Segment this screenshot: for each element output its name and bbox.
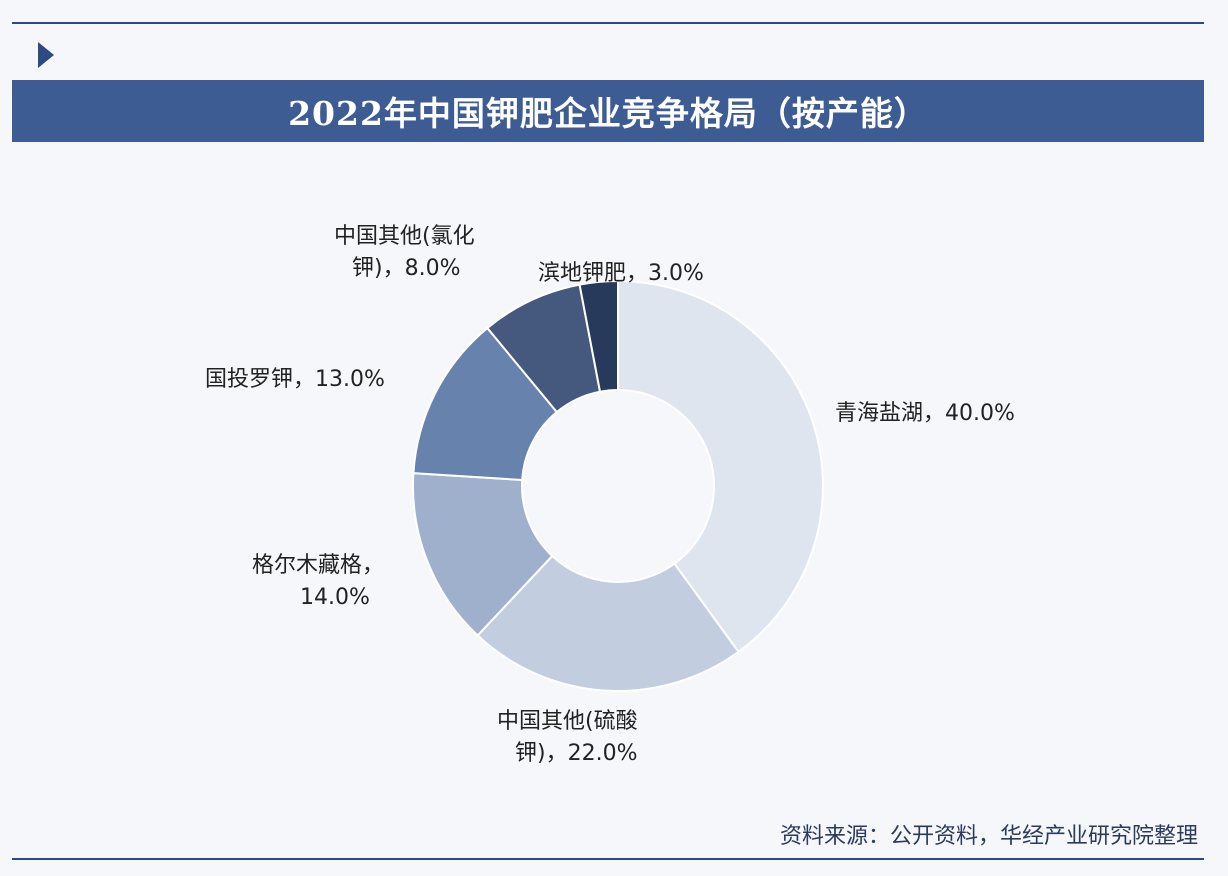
slice-label-2: 中国其他(硫酸钾)，22.0% — [497, 709, 638, 766]
donut-slice-6 — [578, 279, 619, 393]
donut-slice-2 — [476, 554, 740, 692]
slice-label-3-line-1: 格尔木藏格， — [252, 553, 384, 578]
slice-label-4: 国投罗钾，13.0% — [205, 367, 385, 392]
title-bar: 2022年中国钾肥企业竞争格局（按产能） — [12, 80, 1204, 142]
top-rule — [12, 22, 1204, 24]
bottom-rule — [12, 858, 1204, 860]
slice-label-5-line-1: 中国其他(氯化 — [334, 224, 475, 249]
slice-label-2-line-1: 中国其他(硫酸 — [497, 709, 638, 734]
slice-label-1-line-1: 青海盐湖，40.0% — [835, 401, 1015, 426]
source-note: 资料来源：公开资料，华经产业研究院整理 — [779, 824, 1198, 849]
donut-slice-4 — [412, 326, 559, 482]
slice-label-5-line-2: 钾)，8.0% — [352, 256, 460, 281]
slice-label-5: 中国其他(氯化钾)，8.0% — [334, 224, 475, 281]
slice-label-6: 滨地钾肥，3.0% — [538, 261, 704, 286]
slice-label-2-line-2: 钾)，22.0% — [515, 741, 637, 766]
slice-label-1: 青海盐湖，40.0% — [835, 401, 1015, 426]
donut-slice-1 — [617, 279, 824, 654]
slice-label-6-line-1: 滨地钾肥，3.0% — [538, 261, 704, 286]
slice-label-3: 格尔木藏格， 14.0% — [252, 553, 384, 610]
chart-title: 2022年中国钾肥企业竞争格局（按产能） — [288, 94, 928, 133]
slice-label-4-line-1: 国投罗钾，13.0% — [205, 367, 385, 392]
slice-label-3-line-2: 14.0% — [300, 585, 370, 610]
donut-slice-3 — [412, 472, 554, 637]
triangle-marker-icon — [38, 42, 54, 68]
